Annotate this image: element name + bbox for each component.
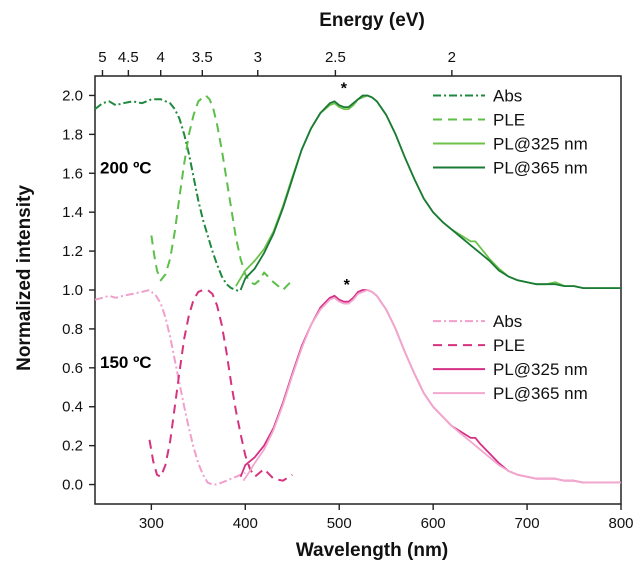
series-line <box>94 289 246 486</box>
panel-label: 200 ºC <box>100 158 152 177</box>
x-tick-label: 700 <box>515 515 540 532</box>
top-tick-label: 2 <box>448 49 456 66</box>
top-tick-label: 3.5 <box>192 49 213 66</box>
series-line <box>94 98 241 293</box>
panel-labels: 200 ºC * 150 ºC * <box>100 81 351 372</box>
legend-label: PLE <box>493 110 525 129</box>
series-line <box>235 94 621 289</box>
top-tick-label: 3 <box>254 49 262 66</box>
x-tick-label: 400 <box>233 515 258 532</box>
y-tick-label: 0.6 <box>62 360 83 377</box>
peak-marker: * <box>344 277 351 294</box>
legend-label: PL@325 nm <box>493 134 588 153</box>
y-tick-label: 1.6 <box>62 165 83 182</box>
legend-label: PL@365 nm <box>493 158 588 177</box>
x-tick-label: 600 <box>421 515 446 532</box>
top-axis-title: Energy (eV) <box>319 10 425 31</box>
top-tick-label: 2.5 <box>325 49 346 66</box>
series-line <box>242 289 621 484</box>
y-tick-label: 0.2 <box>62 438 83 455</box>
x-axis-title: Wavelength (nm) <box>296 540 448 561</box>
legend-label: PLE <box>493 336 525 355</box>
y-tick-label: 0.8 <box>62 321 83 338</box>
legends: Abs PLE PL@325 nm PL@365 nm Abs PLE PL@325 nm P… <box>433 86 588 403</box>
y-axis-title: Normalized intensity <box>14 185 35 371</box>
x-tick-label: 300 <box>139 515 164 532</box>
x-tick-label: 800 <box>608 515 633 532</box>
y-tick-label: 0.4 <box>62 399 83 416</box>
legend-label: PL@325 nm <box>493 360 588 379</box>
legend-label: Abs <box>493 86 522 105</box>
y-tick-label: 2.0 <box>62 87 83 104</box>
y-tick-label: 0.0 <box>62 477 83 494</box>
top-tick-label: 4.5 <box>118 49 139 66</box>
y-tick-label: 1.4 <box>62 204 83 221</box>
peak-marker: * <box>341 81 348 98</box>
x-tick-label: 500 <box>327 515 352 532</box>
series-line <box>148 289 293 482</box>
y-tick-label: 1.8 <box>62 126 83 143</box>
top-tick-label: 5 <box>98 49 106 66</box>
y-tick-label: 1.0 <box>62 282 83 299</box>
legend-label: PL@365 nm <box>493 384 588 403</box>
series-layer <box>94 94 621 486</box>
top-tick-label: 4 <box>157 49 165 66</box>
series-line <box>150 94 294 291</box>
legend-label: Abs <box>493 312 522 331</box>
series-line <box>239 94 621 291</box>
panel-label: 150 ºC <box>100 353 152 372</box>
y-tick-label: 1.2 <box>62 243 83 260</box>
axis-ticks: 300 400 500 600 700 800 0.0 0.2 0.4 0.6 0.8 1.0 1.2 1… <box>62 49 633 532</box>
